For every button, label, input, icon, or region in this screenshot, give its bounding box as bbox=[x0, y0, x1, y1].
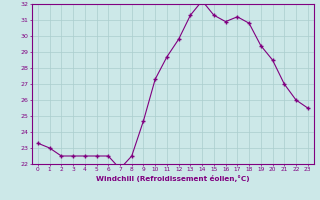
X-axis label: Windchill (Refroidissement éolien,°C): Windchill (Refroidissement éolien,°C) bbox=[96, 175, 250, 182]
